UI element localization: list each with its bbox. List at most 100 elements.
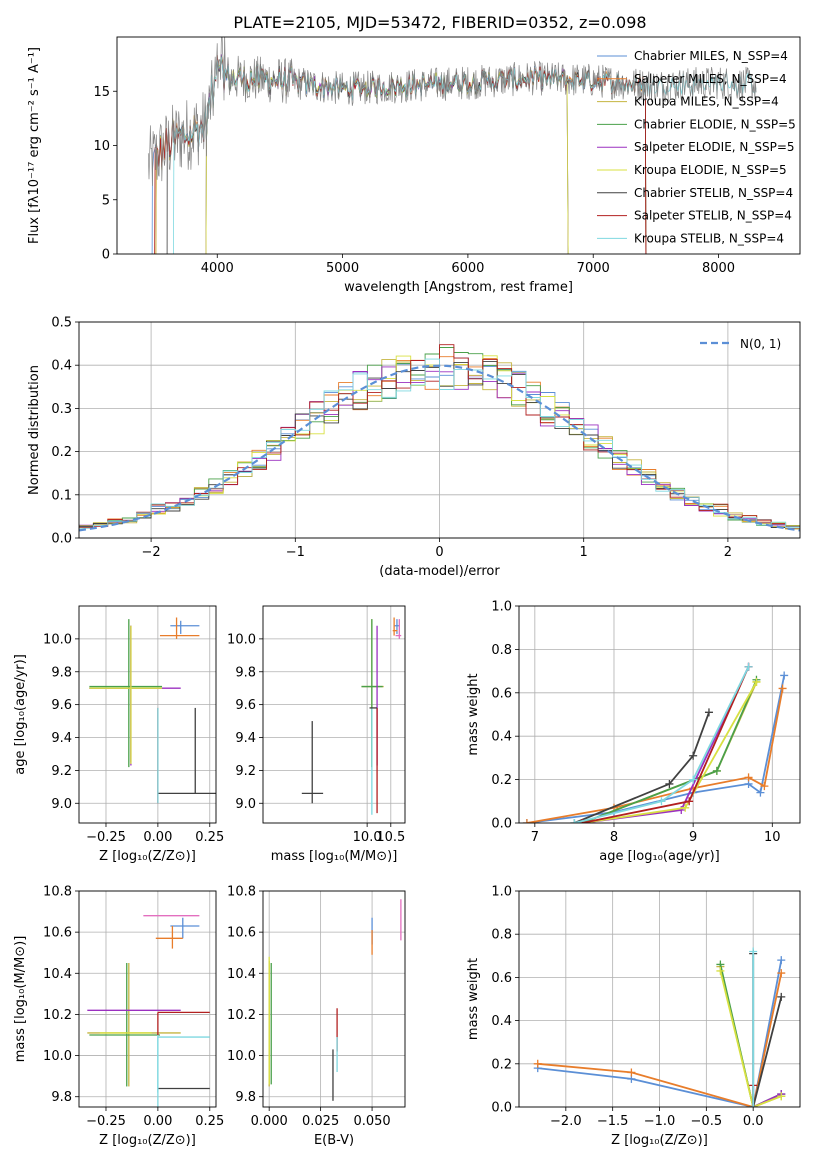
spectrum-legend: Chabrier MILES, N_SSP=4 Salpeter MILES, N… [597,49,796,245]
mass-age-plot-area [301,617,402,815]
residuals-ytick-label: 0.0 [51,532,72,547]
z-age-errorbar-point [89,625,163,764]
ebv-mass-ytick-label: 10.0 [227,1049,256,1064]
z-mass-errorbar-point [89,963,160,1087]
legend-entry: N(0, 1) [740,337,781,351]
age-weight-marker [689,751,698,760]
age-weight-ytick-label: 0.2 [491,773,512,788]
age-weight-marker [665,779,674,788]
mass-age-frame [262,605,406,824]
z-weight-ytick-label: 0.4 [491,1014,512,1029]
ebv-mass-plot-area [268,899,402,1101]
z-weight-marker [716,966,725,975]
mass-age-errorbar-point [392,617,398,636]
residuals-frame [78,321,801,539]
normal-reference-curve [79,364,800,532]
ebv-mass-xtick-label: 0.050 [353,1114,390,1129]
z-weight-marker [749,947,758,956]
z-weight-frame [518,890,801,1108]
z-weight-xtick-label: −2.0 [550,1114,582,1129]
spectrum-model-line [205,58,569,254]
z-age-errorbar-point [89,619,163,768]
spectrum-ytick-label: 10 [93,139,110,154]
age-weight-marker [756,788,765,797]
age-weight-marker [744,773,753,782]
residuals-legend: N(0, 1) [700,337,781,351]
age-weight-marker [681,803,690,812]
z-weight-ytick-label: 0.2 [491,1057,512,1072]
age-weight-ytick-label: 0.6 [491,686,512,701]
z-age-errorbar-point [89,625,181,766]
residuals-xtick-label: 1 [580,545,588,560]
mass-age-ytick-label: 10.0 [227,632,256,647]
residuals-xlabel: (data-model)/error [379,564,500,579]
spectrum-model-line [205,54,569,254]
z-weight-ytick-label: 0.8 [491,928,512,943]
legend-entry: Chabrier STELIB, N_SSP=4 [634,186,793,200]
z-mass-xtick-label: 0.25 [195,1114,224,1129]
ebv-mass-xtick-label: 0.025 [302,1114,339,1129]
age-weight-ytick-label: 0.0 [491,817,512,832]
legend-entry: Kroupa ELODIE, N_SSP=5 [634,163,787,177]
figure-title: PLATE=2105, MJD=53472, FIBERID=0352, z=0… [233,13,646,32]
residuals-ytick-label: 0.5 [51,316,72,331]
z-weight-ytick-label: 0.0 [491,1101,512,1116]
legend-entry: Salpeter ELODIE, N_SSP=5 [634,140,795,154]
z-age-ytick-label: 10.0 [43,632,72,647]
z-mass-ytick-label: 10.4 [43,967,72,982]
z-mass-ytick-label: 10.8 [43,885,72,900]
ebv-mass-xlabel: E(B-V) [314,1133,354,1148]
z-mass-panel: −0.25 0.00 0.25 9.8 10.0 10.2 10.4 10.6 10.8 Z [l… [13,885,224,1149]
ebv-mass-panel: 0.000 0.025 0.050 9.8 10.0 10.2 10.4 10.6 10.8 E(… [227,885,406,1148]
z-age-xlabel: Z [log₁₀(Z/Z⊙)] [99,849,196,864]
z-age-frame [78,605,217,824]
age-weight-marker [689,775,698,784]
spectrum-frame [116,36,801,255]
z-age-xtick-label: 0.25 [195,830,224,845]
z-age-ytick-label: 9.2 [51,764,72,779]
z-age-errorbar-point [157,707,216,795]
age-weight-series-line [581,679,758,823]
z-age-xtick-label: −0.25 [86,830,126,845]
spectrum-model-line [205,57,569,254]
legend-entry: Kroupa STELIB, N_SSP=4 [634,231,784,245]
residuals-ytick-label: 0.1 [51,488,72,503]
legend-entry: Salpeter MILES, N_SSP=4 [634,72,787,86]
age-weight-marker [522,819,531,823]
z-mass-ytick-label: 9.8 [51,1090,72,1105]
age-weight-series-line [574,666,750,823]
z-weight-marker [777,1092,786,1101]
z-weight-marker [777,969,786,978]
z-mass-ytick-label: 10.6 [43,926,72,941]
legend-entry: Salpeter STELIB, N_SSP=4 [634,209,792,223]
z-weight-marker [533,1059,542,1068]
age-weight-xtick-label: 7 [531,830,539,845]
z-mass-errorbar-point [155,925,183,949]
age-weight-ylabel: mass weight [466,673,481,755]
z-weight-xtick-label: −0.5 [691,1114,723,1129]
age-weight-ytick-label: 0.4 [491,730,512,745]
legend-entry: Chabrier ELODIE, N_SSP=5 [634,117,796,131]
ebv-mass-ytick-label: 10.2 [227,1008,256,1023]
mass-age-xtick-label: 10.5 [376,830,405,845]
age-weight-marker [704,708,713,717]
z-mass-frame [78,890,217,1108]
mass-age-errorbar-point [395,619,402,639]
age-weight-marker [778,684,787,693]
mass-age-ytick-label: 9.2 [235,764,256,779]
age-weight-marker [712,766,721,775]
age-weight-plot-area [522,662,789,823]
z-mass-xlabel: Z [log₁₀(Z/Z⊙)] [99,1133,196,1148]
z-weight-series-line [719,970,782,1107]
z-weight-marker [777,992,786,1001]
spectrum-xtick-label: 7000 [577,261,610,276]
z-weight-xtick-label: −1.5 [597,1114,629,1129]
age-weight-marker [760,782,769,791]
spectrum-ylabel: Flux [fλ10⁻¹⁷ erg cm⁻² s⁻¹ A⁻¹] [27,47,42,244]
age-weight-series-line [526,688,784,823]
age-weight-marker [752,677,761,686]
z-age-ytick-label: 9.0 [51,797,72,812]
z-weight-plot-area [533,947,786,1107]
z-age-plot-area [89,617,216,804]
age-weight-series-line [526,675,786,823]
